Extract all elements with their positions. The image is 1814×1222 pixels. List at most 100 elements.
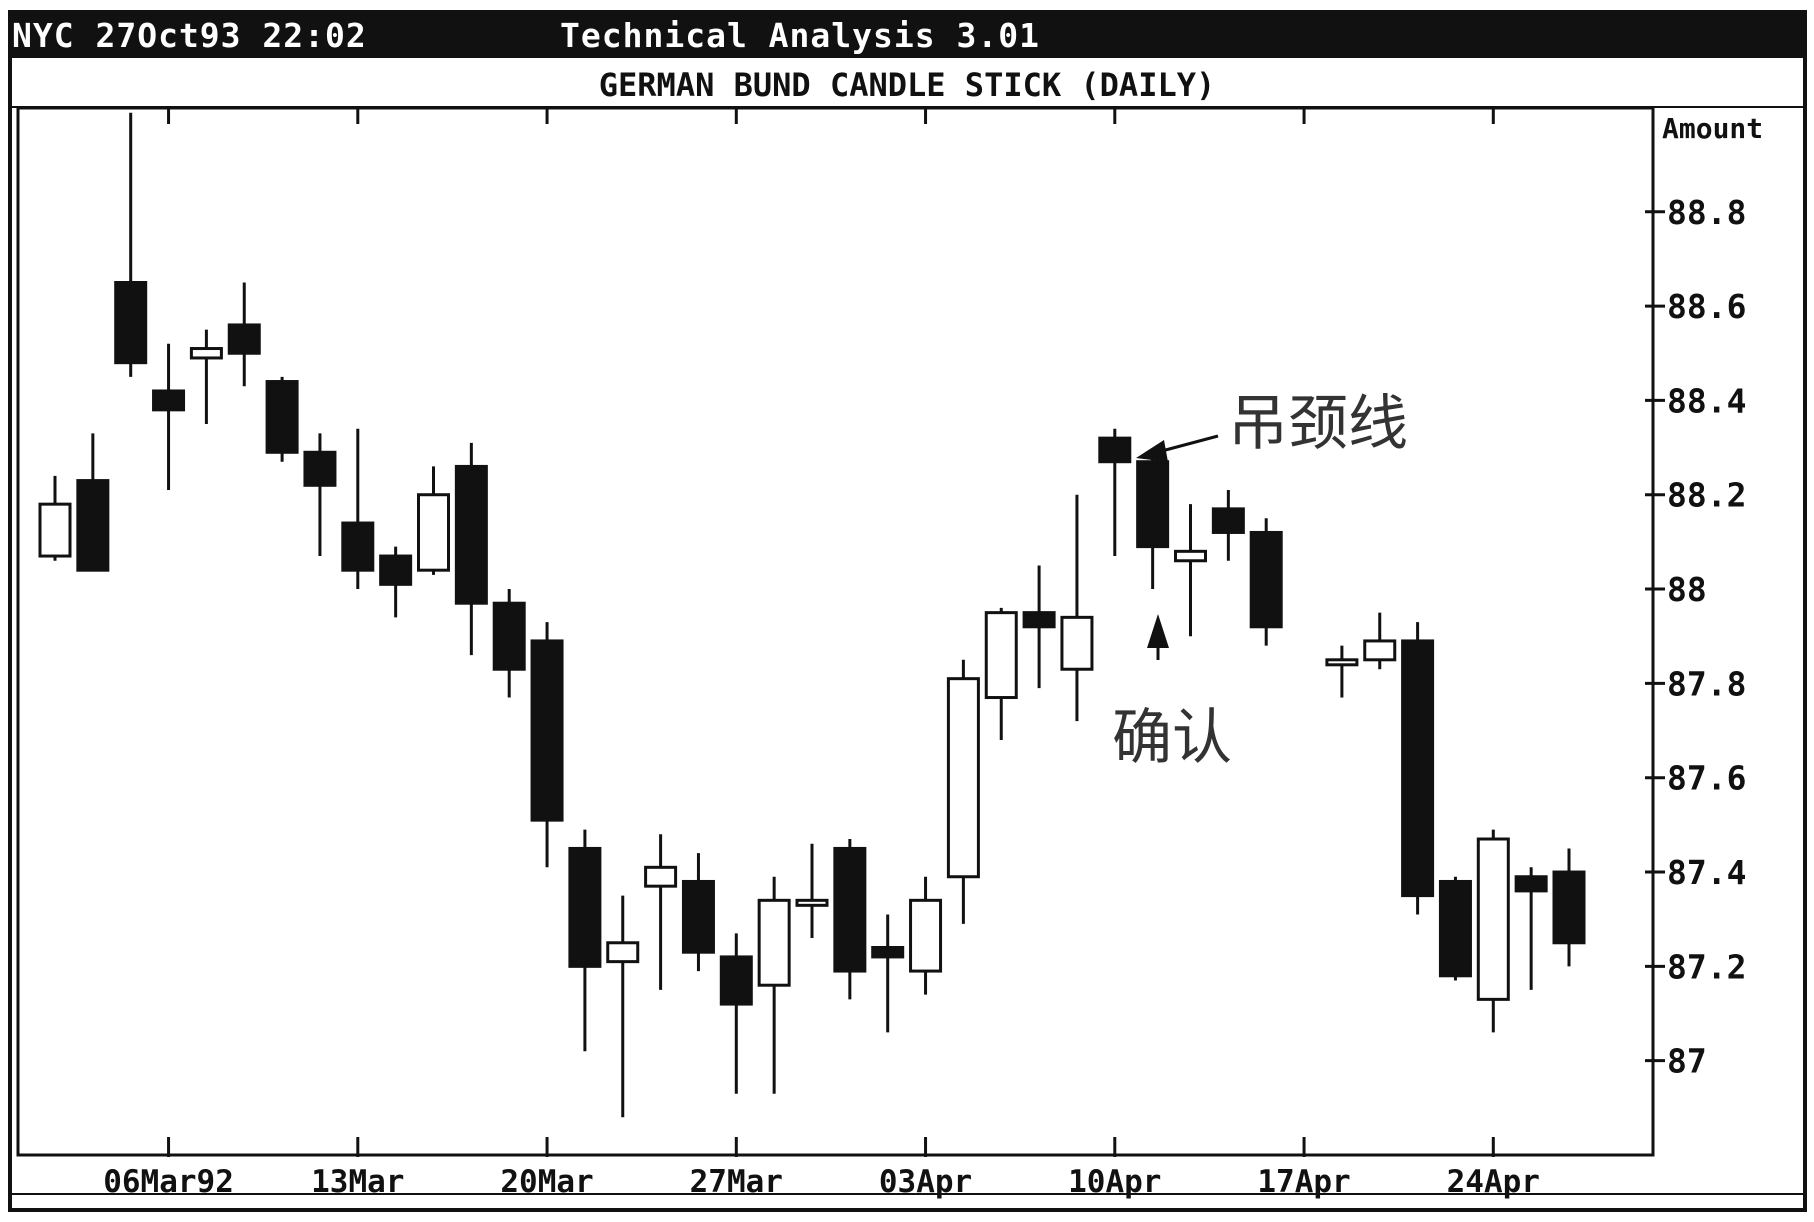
- confirmation-annotation: 确认: [1112, 614, 1232, 773]
- candle: [946, 659, 980, 924]
- candle: [1098, 428, 1132, 557]
- y-tick-label: 88.4: [1667, 381, 1746, 420]
- candle-body-bullish: [946, 677, 980, 879]
- title-bar: NYC 27Oct93 22:02 Technical Analysis 3.0…: [10, 12, 1805, 58]
- candle: [379, 546, 413, 618]
- candle-body-bullish: [1060, 615, 1094, 671]
- candle: [38, 475, 72, 561]
- candle-body-bearish: [1098, 436, 1132, 464]
- candle: [1022, 565, 1056, 689]
- candle: [1476, 829, 1510, 1033]
- candle-body-bearish: [1249, 530, 1283, 629]
- candle: [114, 112, 148, 377]
- candle-body-bullish: [1476, 837, 1510, 1001]
- candle-body-bearish: [227, 323, 261, 355]
- candle-body-bullish: [606, 941, 640, 964]
- y-tick-label: 87.4: [1667, 853, 1746, 892]
- x-tick-label: 24Apr: [1447, 1164, 1540, 1200]
- x-tick-label: 10Apr: [1068, 1164, 1161, 1200]
- window-border: [8, 10, 1807, 1212]
- y-tick-label: 88.6: [1667, 287, 1746, 326]
- app-title: Technical Analysis 3.01: [560, 16, 1040, 55]
- candle: [1325, 645, 1359, 698]
- x-tick-label: 20Mar: [500, 1164, 593, 1200]
- candle: [1060, 494, 1094, 722]
- candle: [795, 843, 829, 939]
- candle-body-bearish: [152, 389, 186, 412]
- hanging-man-label: 吊颈线: [1228, 389, 1408, 459]
- candle-body-bearish: [76, 479, 110, 572]
- candle: [492, 589, 526, 698]
- candle-body-bullish: [189, 347, 223, 360]
- candle: [1401, 622, 1435, 915]
- candle: [1438, 876, 1472, 981]
- candle: [189, 329, 223, 424]
- confirmation-label: 确认: [1112, 703, 1232, 773]
- candle: [757, 876, 791, 1094]
- confirmation-arrowhead: [1147, 614, 1169, 648]
- candle: [454, 442, 488, 656]
- candle-body-bearish: [454, 464, 488, 605]
- candle-body-bearish: [568, 846, 602, 968]
- candle-body-bearish: [1514, 875, 1548, 893]
- y-tick-label: 88.8: [1667, 193, 1746, 232]
- candle: [1211, 490, 1245, 561]
- candle-body-bearish: [719, 955, 753, 1006]
- candle-body-bearish: [1136, 460, 1170, 549]
- candle-body-bullish: [1325, 658, 1359, 667]
- candle: [1136, 457, 1170, 590]
- chart-title: GERMAN BUND CANDLE STICK (DAILY): [599, 66, 1216, 104]
- candle-body-bullish: [909, 898, 943, 973]
- candle: [1363, 612, 1397, 670]
- y-tick-label: 87.8: [1667, 664, 1746, 703]
- candle-body-bearish: [114, 281, 148, 365]
- candle: [265, 376, 299, 462]
- candle-body-bearish: [530, 639, 564, 822]
- candle-body-bearish: [1438, 879, 1472, 978]
- candle: [909, 876, 943, 995]
- hanging-man-arrow-shaft: [1157, 434, 1219, 454]
- candle-body-bearish: [1552, 870, 1586, 945]
- x-tick-label: 03Apr: [879, 1164, 972, 1200]
- candle-body-bearish: [833, 846, 867, 973]
- y-tick-label: 88.2: [1667, 476, 1746, 515]
- candle: [530, 622, 564, 868]
- y-tick-label: 88: [1667, 570, 1707, 609]
- status-text: NYC 27Oct93 22:02: [12, 16, 367, 55]
- candle: [719, 933, 753, 1094]
- y-tick-label: 87: [1667, 1042, 1707, 1081]
- candle: [568, 829, 602, 1052]
- candle-body-bullish: [38, 502, 72, 558]
- candle: [227, 282, 261, 387]
- candle: [1249, 518, 1283, 646]
- y-axis-label: Amount: [1662, 112, 1763, 145]
- candle: [606, 895, 640, 1118]
- plot-area: [16, 106, 1655, 1157]
- candle-body-bullish: [757, 898, 791, 987]
- candle: [341, 428, 375, 590]
- candle-body-bearish: [492, 601, 526, 671]
- candle: [681, 853, 715, 972]
- x-tick-label: 17Apr: [1257, 1164, 1350, 1200]
- candle: [871, 914, 905, 1033]
- candles-group: [38, 112, 1586, 1118]
- candle-body-bullish: [984, 611, 1018, 700]
- candle: [1552, 848, 1586, 967]
- candle: [417, 466, 450, 575]
- x-tick-label: 27Mar: [690, 1164, 783, 1200]
- candle-body-bullish: [1363, 639, 1397, 662]
- candle: [76, 433, 110, 572]
- candle-body-bearish: [379, 554, 413, 586]
- candle-body-bullish: [644, 865, 678, 888]
- candle: [303, 433, 337, 557]
- candle-body-bearish: [1211, 507, 1245, 534]
- x-tick-label: 13Mar: [311, 1164, 404, 1200]
- hanging-man-arrowhead: [1136, 440, 1168, 462]
- x-tick-label: 06Mar92: [103, 1164, 234, 1200]
- hanging-man-annotation: 吊颈线: [1136, 389, 1408, 462]
- candle: [1514, 867, 1548, 990]
- candle-body-bearish: [871, 945, 905, 959]
- x-axis: 06Mar92 13Mar 20Mar 27Mar 03Apr 10Apr 17Apr 24A…: [103, 106, 1540, 1200]
